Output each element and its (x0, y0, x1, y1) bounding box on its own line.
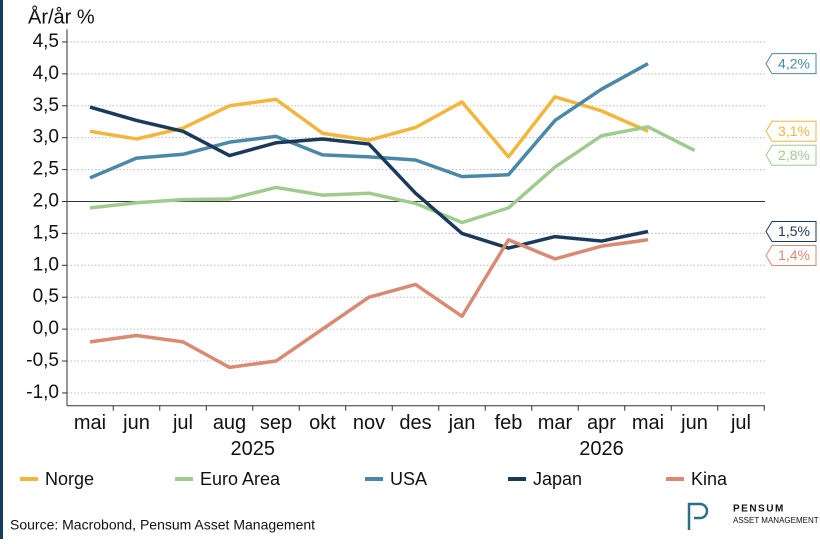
x-tick-label: sep (260, 412, 292, 434)
line-series (89, 95, 649, 159)
legend-label: USA (390, 469, 427, 489)
y-tick-label: 4,0 (33, 63, 59, 84)
legend-label: Japan (533, 469, 582, 489)
y-tick-label: 3,5 (33, 95, 59, 116)
line-series (89, 125, 696, 225)
y-tick-label: 4,5 (33, 31, 59, 52)
x-tick-label: jan (448, 412, 476, 434)
line-series (89, 62, 649, 180)
x-tick-label: mai (632, 412, 664, 434)
x-tick-label: des (399, 412, 431, 434)
logo: PENSUM ASSET MANAGEMENT (687, 502, 819, 530)
y-tick-label: 2,5 (33, 159, 59, 180)
x-tick-label: jul (730, 412, 751, 434)
logo-mark (687, 502, 709, 530)
x-tick-label: feb (495, 412, 523, 434)
y-tick-label: -1,0 (26, 382, 59, 403)
y-tick-label: 1,0 (33, 254, 59, 275)
line-series (89, 105, 649, 250)
y-tick-label: 2,0 (33, 191, 59, 212)
x-tick-label: jul (172, 412, 193, 434)
value-label-box (765, 53, 817, 75)
y-tick-label: -0,5 (26, 350, 59, 371)
line-series (89, 238, 649, 370)
x-tick-label: aug (213, 412, 246, 434)
y-tick-label: 0,0 (33, 318, 59, 339)
value-label-box (765, 120, 817, 142)
x-group-label: 2026 (579, 438, 624, 460)
y-axis-label: År/år % (28, 5, 95, 28)
x-tick-label: jun (680, 412, 708, 434)
legend-label: Kina (691, 469, 728, 489)
value-label-box (765, 244, 817, 266)
y-tick-label: 3,0 (33, 127, 59, 148)
value-label: 2,8% (778, 147, 810, 163)
x-tick-label: mar (538, 412, 573, 434)
logo-name: PENSUM (733, 504, 785, 515)
y-tick-label: 1,5 (33, 222, 59, 243)
value-label-box (765, 144, 817, 166)
value-label: 1,5% (778, 223, 810, 239)
value-label: 4,2% (778, 55, 810, 71)
y-tick-label: 0,5 (33, 286, 59, 307)
x-tick-label: apr (587, 412, 616, 434)
value-label: 1,4% (778, 247, 810, 263)
legend-label: Norge (45, 469, 94, 489)
left-border (0, 0, 3, 539)
logo-tagline: ASSET MANAGEMENT (733, 516, 819, 525)
legend-label: Euro Area (200, 469, 281, 489)
x-tick-label: mai (74, 412, 106, 434)
x-tick-label: okt (309, 412, 336, 434)
x-group-label: 2025 (231, 438, 276, 460)
x-tick-label: nov (353, 412, 385, 434)
value-label-box (765, 220, 817, 242)
value-label: 3,1% (778, 123, 810, 139)
x-tick-label: jun (122, 412, 150, 434)
source: Source: Macrobond, Pensum Asset Manageme… (10, 517, 315, 533)
